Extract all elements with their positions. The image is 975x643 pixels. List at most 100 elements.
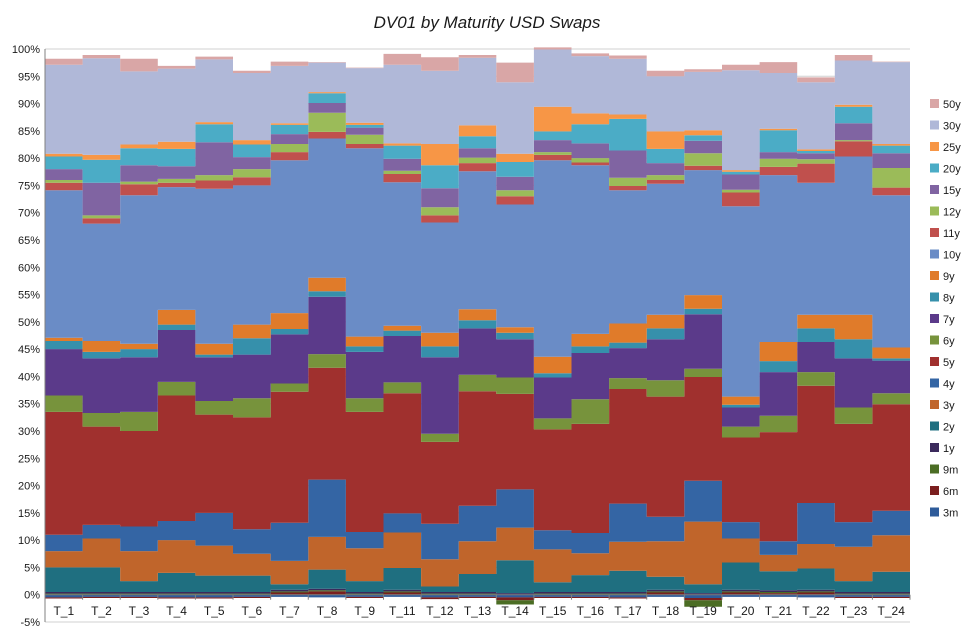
series-3m — [45, 594, 910, 598]
series-area-25y — [45, 92, 910, 172]
legend-item-9y: 9y — [930, 271, 955, 283]
x-tick-label: T_4 — [166, 604, 187, 618]
series-1y — [45, 588, 910, 595]
series-area-4y — [45, 479, 910, 561]
series-area-3y — [45, 521, 910, 587]
x-tick-label: T_22 — [802, 604, 830, 618]
legend-swatch — [930, 421, 939, 431]
legend-label: 25y — [943, 142, 961, 154]
legend-label: 20y — [943, 164, 961, 176]
legend-label: 6m — [943, 486, 958, 498]
legend-swatch — [930, 357, 939, 366]
legend-item-7y: 7y — [930, 314, 955, 326]
x-tick-label: T_7 — [279, 604, 300, 618]
legend-label: 2y — [943, 422, 955, 434]
x-tick-label: T_1 — [53, 604, 74, 618]
legend-swatch — [930, 400, 939, 409]
y-tick-label: 60% — [18, 262, 40, 274]
legend: 50y 30y 25y 20y 15y 12y 11y 10y 9y 8y 7y 6y 5y 4y 3y 2y… — [930, 99, 961, 520]
series-area-2y — [45, 560, 910, 594]
x-tick-label: T_12 — [426, 604, 454, 618]
y-tick-label: 95% — [18, 71, 40, 83]
series-7y — [45, 296, 910, 434]
y-tick-label: 50% — [18, 317, 40, 329]
series-6y — [45, 354, 910, 442]
legend-item-2y: 2y — [930, 421, 955, 434]
legend-item-3y: 3y — [930, 400, 955, 412]
legend-swatch — [930, 314, 939, 323]
x-tick-label: T_13 — [464, 604, 492, 618]
legend-swatch — [930, 464, 939, 474]
legend-swatch — [930, 335, 939, 345]
legend-item-11y: 11y — [930, 228, 960, 240]
y-tick-label: 65% — [18, 235, 40, 247]
series-area-6y — [45, 354, 910, 442]
x-tick-label: T_8 — [317, 604, 338, 618]
y-tick-label: 10% — [18, 535, 40, 547]
series-2y — [45, 560, 910, 594]
legend-item-30y: 30y — [930, 120, 961, 133]
legend-label: 9y — [943, 271, 955, 283]
legend-swatch — [930, 185, 939, 194]
x-tick-label: T_17 — [614, 604, 642, 618]
legend-swatch — [930, 292, 939, 302]
series-6m — [45, 591, 910, 601]
legend-item-5y: 5y — [930, 357, 955, 369]
legend-item-1y: 1y — [930, 443, 955, 455]
legend-item-8y: 8y — [930, 292, 955, 305]
legend-item-15y: 15y — [930, 185, 961, 197]
series-4y — [45, 479, 910, 561]
legend-swatch — [930, 206, 939, 216]
series-25y — [45, 92, 910, 172]
legend-item-10y: 10y — [930, 249, 961, 262]
x-tick-label: T_23 — [840, 604, 868, 618]
legend-label: 50y — [943, 99, 961, 111]
legend-swatch — [930, 443, 939, 452]
series-5y — [45, 367, 910, 542]
series-10y — [45, 138, 910, 397]
legend-item-20y: 20y — [930, 163, 961, 176]
y-tick-label: 85% — [18, 126, 40, 138]
x-tick-label: T_20 — [727, 604, 755, 618]
legend-swatch — [930, 507, 939, 517]
series-50y — [45, 47, 910, 83]
x-tick-label: T_5 — [204, 604, 225, 618]
y-tick-label: 80% — [18, 153, 40, 165]
y-tick-label: 100% — [12, 44, 40, 56]
y-tick-label: 40% — [18, 371, 40, 383]
y-tick-label: 90% — [18, 99, 40, 111]
series-area-10y — [45, 138, 910, 397]
y-tick-label: 15% — [18, 508, 40, 520]
y-tick-label: 5% — [24, 562, 40, 574]
series-30y — [45, 49, 910, 171]
legend-label: 12y — [943, 207, 961, 219]
y-tick-label: -5% — [20, 617, 40, 629]
series-area-50y — [45, 47, 910, 83]
x-tick-label: T_9 — [354, 604, 375, 618]
series-area-3m — [45, 594, 910, 598]
legend-swatch — [930, 249, 939, 259]
legend-label: 7y — [943, 314, 955, 326]
series-area-7y — [45, 296, 910, 434]
y-tick-label: 0% — [24, 590, 40, 602]
y-tick-label: 55% — [18, 290, 40, 302]
series-area-30y — [45, 49, 910, 171]
series-area-1y — [45, 588, 910, 595]
legend-swatch — [930, 142, 939, 151]
legend-item-50y: 50y — [930, 99, 961, 111]
legend-label: 3y — [943, 400, 955, 412]
legend-swatch — [930, 228, 939, 237]
legend-swatch — [930, 163, 939, 173]
legend-label: 4y — [943, 379, 955, 391]
legend-swatch — [930, 271, 939, 280]
series-15y — [45, 103, 910, 216]
y-tick-label: 45% — [18, 344, 40, 356]
x-tick-label: T_3 — [129, 604, 150, 618]
legend-swatch — [930, 99, 939, 108]
legend-label: 30y — [943, 121, 961, 133]
chart-title: DV01 by Maturity USD Swaps — [374, 13, 601, 32]
series-3y — [45, 521, 910, 587]
legend-label: 15y — [943, 185, 961, 197]
